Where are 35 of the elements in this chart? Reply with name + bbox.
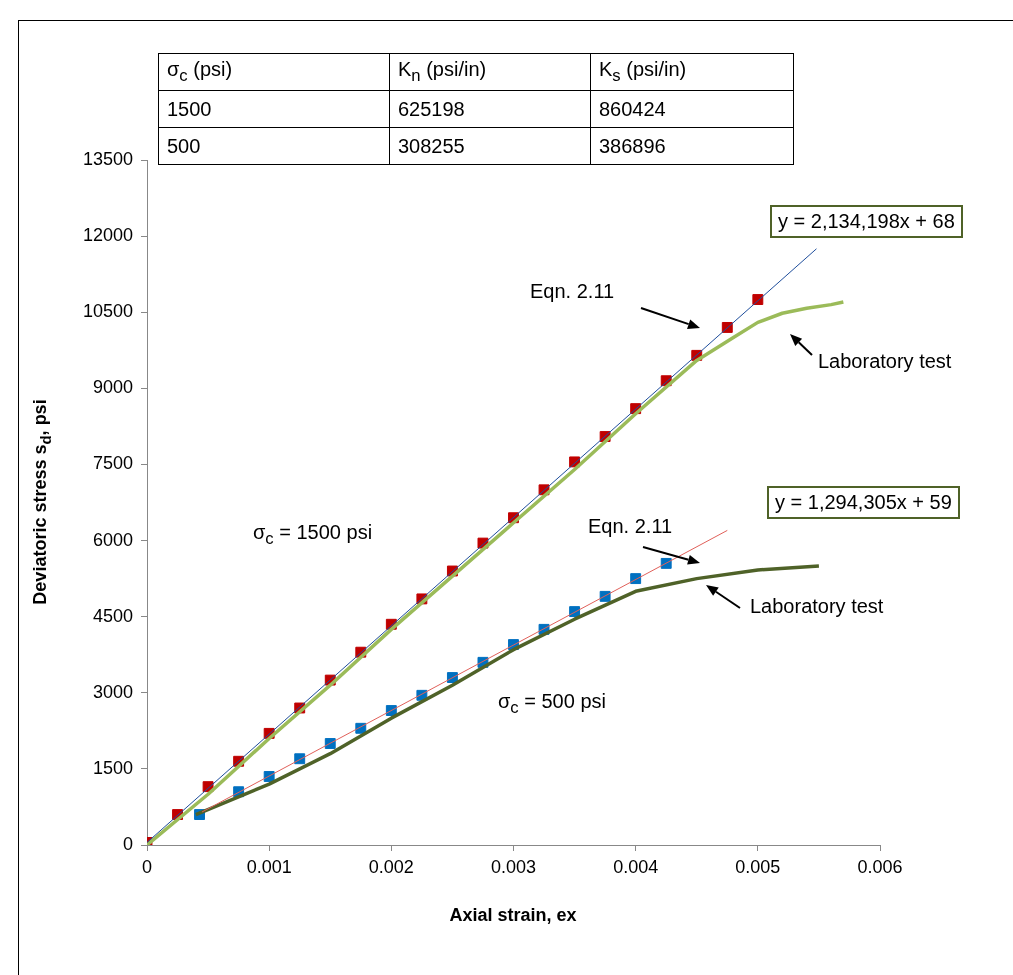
y-tick-label: 4500 bbox=[92, 605, 133, 626]
x-tick-label: 0.001 bbox=[246, 856, 292, 877]
text: 500 bbox=[158, 127, 390, 165]
y-tick-label: 13500 bbox=[82, 148, 133, 169]
y-tick-label: 7500 bbox=[92, 453, 133, 474]
x-axis-title: Axial strain, ex bbox=[449, 905, 577, 926]
x-tick-label: 0.005 bbox=[735, 856, 781, 877]
y-tick-label: 1500 bbox=[92, 757, 133, 778]
text: K$_{s}$ (psi/in) bbox=[590, 53, 794, 91]
text: 308255 bbox=[389, 127, 591, 165]
x-tick-label: 0.004 bbox=[613, 856, 659, 877]
annotation: Laboratory test bbox=[818, 350, 952, 373]
annotation: σ$_{c}$ = 500 psi bbox=[498, 690, 606, 718]
y-tick-label: 0 bbox=[122, 833, 133, 854]
text: 625198 bbox=[389, 90, 591, 128]
y-tick-label: 10500 bbox=[82, 301, 133, 322]
x-tick-label: 0 bbox=[141, 856, 153, 877]
annotation: y = 1,294,305x + 59 bbox=[767, 486, 960, 519]
text: 386896 bbox=[590, 127, 794, 165]
text: σ$_{c}$ (psi) bbox=[158, 53, 390, 91]
annotation: Laboratory test bbox=[750, 595, 884, 618]
annotation: Eqn. 2.11 bbox=[530, 280, 615, 303]
text: 1500 bbox=[158, 90, 390, 128]
y-tick-label: 6000 bbox=[92, 529, 133, 550]
annotation: σ$_{c}$ = 1500 psi bbox=[253, 521, 373, 549]
text: K$_{n}$ (psi/in) bbox=[389, 53, 591, 91]
x-tick-label: 0.002 bbox=[368, 856, 414, 877]
y-tick-label: 3000 bbox=[92, 681, 133, 702]
x-tick-label: 0.006 bbox=[857, 856, 903, 877]
annotation: Eqn. 2.11 bbox=[588, 515, 673, 538]
text: 860424 bbox=[590, 90, 794, 128]
y-tick-label: 12000 bbox=[82, 225, 133, 246]
annotation: y = 2,134,198x + 68 bbox=[770, 205, 963, 238]
y-tick-label: 9000 bbox=[92, 377, 133, 398]
x-tick-label: 0.003 bbox=[490, 856, 537, 877]
